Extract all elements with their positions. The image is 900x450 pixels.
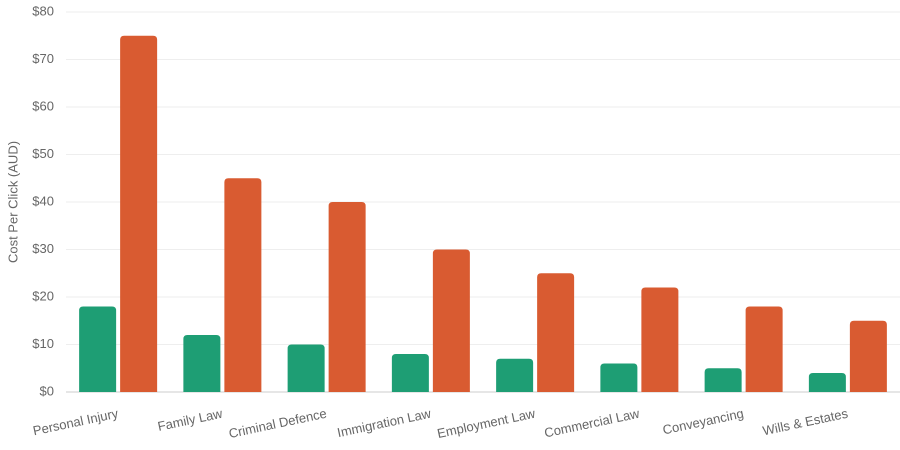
bar	[287, 344, 325, 392]
bar	[537, 273, 575, 392]
bar	[120, 35, 158, 392]
y-tick-label: $10	[32, 336, 54, 351]
bar	[183, 335, 221, 392]
x-tick-label: Personal Injury	[32, 406, 120, 439]
bar	[600, 363, 638, 392]
x-tick-label: Family Law	[156, 406, 224, 434]
y-tick-label: $0	[40, 383, 54, 398]
y-tick-label: $70	[32, 51, 54, 66]
bar	[328, 202, 366, 392]
bar	[496, 358, 534, 392]
bar	[224, 178, 262, 392]
bar	[391, 354, 429, 392]
bar	[808, 373, 846, 392]
bar	[704, 368, 742, 392]
x-tick-label: Employment Law	[436, 405, 537, 441]
y-tick-label: $20	[32, 288, 54, 303]
x-tick-label: Wills & Estates	[761, 406, 849, 439]
bar	[79, 306, 117, 392]
bar	[849, 320, 887, 392]
y-tick-label: $80	[32, 3, 54, 18]
y-axis-label: Cost Per Click (AUD)	[5, 141, 20, 263]
y-tick-label: $30	[32, 241, 54, 256]
x-tick-label: Commercial Law	[543, 405, 641, 440]
y-tick-label: $50	[32, 146, 54, 161]
y-tick-label: $60	[32, 98, 54, 113]
bar	[641, 287, 679, 392]
x-tick-label: Immigration Law	[336, 405, 433, 440]
bar	[432, 249, 470, 392]
y-tick-label: $40	[32, 193, 54, 208]
x-tick-label: Criminal Defence	[227, 406, 328, 441]
bar	[745, 306, 783, 392]
x-tick-label: Conveyancing	[661, 406, 745, 438]
